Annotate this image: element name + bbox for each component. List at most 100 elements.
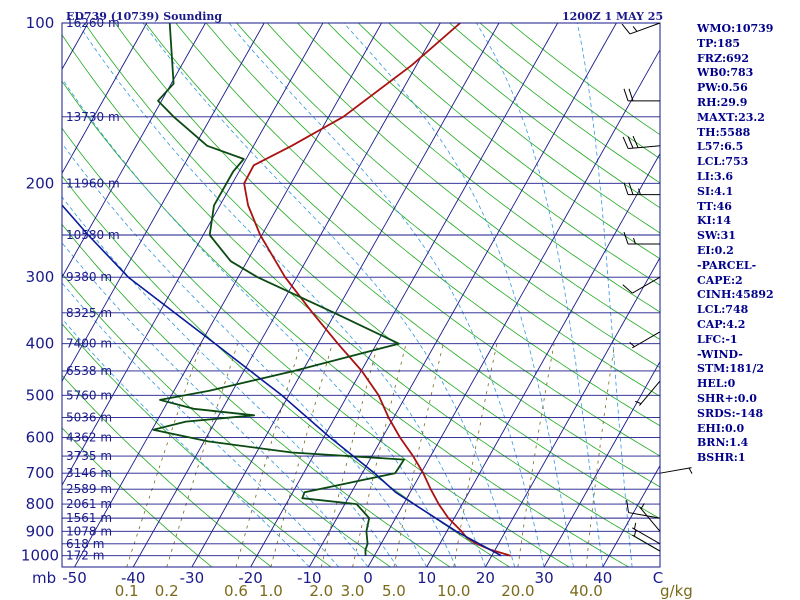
barb-staff xyxy=(632,527,661,545)
pressure-label: 700 xyxy=(26,464,55,482)
height-label: 8325 m xyxy=(66,306,112,320)
barb-feather xyxy=(621,23,631,35)
moist-adiabat xyxy=(62,77,457,567)
x-tick-label: 30 xyxy=(535,569,554,587)
height-label: 2061 m xyxy=(66,497,112,511)
index-item: TT:46 xyxy=(697,199,732,213)
mixing-ratio-line xyxy=(352,343,407,567)
pressure-label: 1000 xyxy=(21,547,59,565)
isotherm xyxy=(62,23,206,279)
x-axis-label: mb xyxy=(32,569,56,587)
barb-feather xyxy=(633,237,636,245)
isotherm xyxy=(543,360,660,567)
barb-feather xyxy=(622,284,633,294)
index-item: STM:181/2 xyxy=(697,362,764,376)
moist-adiabat xyxy=(62,142,428,567)
mixing-ratio-line xyxy=(517,343,555,567)
isotherm xyxy=(74,23,382,567)
index-item: LFC:-1 xyxy=(697,332,738,346)
parcel-line xyxy=(62,204,502,557)
height-label: 5036 m xyxy=(66,410,112,424)
moist-adiabat xyxy=(62,242,369,567)
moist-adiabat xyxy=(62,196,398,567)
wind-barb xyxy=(623,231,660,245)
wind-barb xyxy=(639,503,661,532)
height-label: 4362 m xyxy=(66,431,112,445)
moist-adiabat xyxy=(343,23,574,567)
height-label: 618 m xyxy=(66,537,104,551)
mixing-ratio-line xyxy=(270,343,333,567)
barb-feather xyxy=(632,26,638,32)
dry-adiabat xyxy=(62,374,273,567)
barb-staff xyxy=(628,145,661,150)
height-label: 11960 m xyxy=(66,176,120,190)
mixing-ratio-lines xyxy=(126,343,615,567)
wind-barb xyxy=(634,380,661,406)
index-item: LCL:748 xyxy=(697,303,749,317)
index-item: WMO:10739 xyxy=(697,22,774,35)
dry-adiabat xyxy=(236,23,660,369)
pressure-label: 500 xyxy=(26,386,55,404)
height-label: 7400 m xyxy=(66,337,112,351)
x-tick-label: 20 xyxy=(476,569,495,587)
barb-feather xyxy=(628,182,634,195)
moist-adiabat xyxy=(228,23,545,567)
wind-barbs xyxy=(621,22,693,552)
barb-feather xyxy=(622,136,629,149)
mixing-ratio-label: 0.6 xyxy=(224,582,248,600)
x-tick-label: -40 xyxy=(121,569,146,587)
x-tick-label: -50 xyxy=(62,569,87,587)
index-item: CAPE:2 xyxy=(697,273,743,287)
isotherm xyxy=(62,23,265,383)
barb-staff xyxy=(632,534,661,552)
isotherm xyxy=(62,23,148,175)
mixing-ratio-label: 2.0 xyxy=(309,582,333,600)
wind-barb xyxy=(622,135,661,150)
dry-adiabat xyxy=(114,23,660,488)
index-item: EI:0.2 xyxy=(697,243,734,257)
barb-feather xyxy=(640,503,645,510)
moist-adiabat xyxy=(476,23,604,567)
barb-staff xyxy=(659,467,692,474)
pressure-label: 600 xyxy=(26,429,55,447)
plot-frame xyxy=(61,22,661,568)
barb-feather xyxy=(634,400,642,405)
x-tick-label: 40 xyxy=(593,569,612,587)
barb-feather xyxy=(633,529,637,537)
moist-adiabat xyxy=(577,23,633,567)
index-item: TP:185 xyxy=(697,36,741,50)
height-label: 3146 m xyxy=(66,466,112,480)
wind-barb xyxy=(632,529,661,552)
wind-barb xyxy=(659,467,693,474)
barb-staff xyxy=(628,512,661,519)
mixing-ratio-line xyxy=(320,343,379,567)
mixing-ratio-line xyxy=(585,343,615,567)
index-item: SW:31 xyxy=(697,229,736,243)
wind-barb xyxy=(621,22,661,35)
sounding-time: 1200Z 1 MAY 25 xyxy=(562,10,664,23)
barb-feather xyxy=(627,136,634,149)
mixing-ratio-label: 20.0 xyxy=(501,582,534,600)
isotherm xyxy=(426,152,660,567)
barb-staff xyxy=(629,22,661,35)
barb-feather xyxy=(623,182,629,195)
wind-barb xyxy=(622,276,661,294)
plot-border xyxy=(61,22,661,568)
mixing-ratio-label: 0.2 xyxy=(155,582,179,600)
temperature-line xyxy=(243,23,511,557)
x-tick-label: C xyxy=(653,569,663,587)
barb-staff xyxy=(639,506,661,532)
wind-barb xyxy=(626,499,661,519)
barb-feather xyxy=(688,467,693,474)
wind-barb xyxy=(629,331,661,349)
height-label: 3735 m xyxy=(66,449,112,463)
pressure-label: 100 xyxy=(26,14,55,32)
mixing-ratio-label: 40.0 xyxy=(569,582,602,600)
mixing-ratio-label: 10.0 xyxy=(437,582,470,600)
isotherm xyxy=(132,23,441,567)
barb-feather xyxy=(628,88,634,102)
mixing-ratio-line xyxy=(453,343,498,567)
moist-adiabats xyxy=(62,23,633,567)
index-item: MAXT:23.2 xyxy=(697,110,765,124)
moist-adiabat xyxy=(62,318,310,567)
